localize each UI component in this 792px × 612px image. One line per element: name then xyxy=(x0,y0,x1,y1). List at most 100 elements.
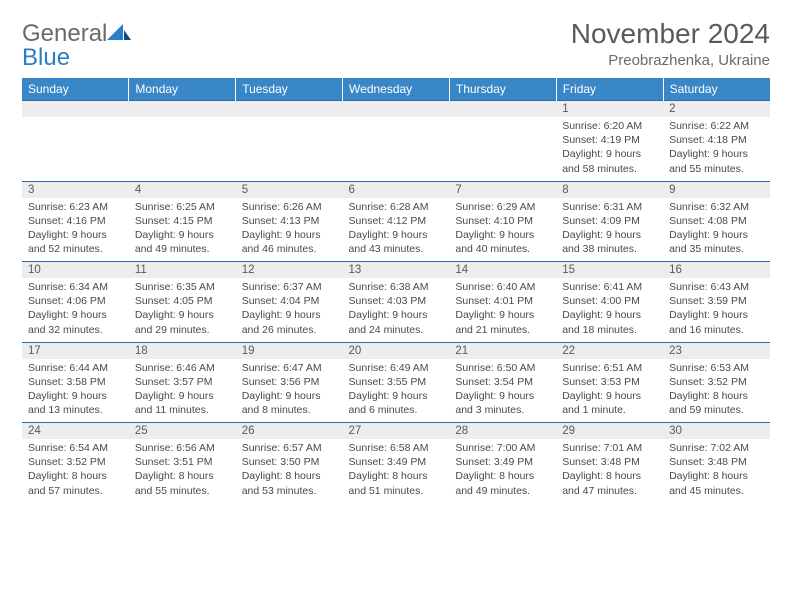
day-line: Daylight: 8 hours and 59 minutes. xyxy=(669,389,764,417)
day-number-cell: 26 xyxy=(236,423,343,440)
day-line: Sunrise: 6:40 AM xyxy=(455,280,550,294)
day-line: Sunrise: 6:57 AM xyxy=(242,441,337,455)
day-number-cell: 11 xyxy=(129,262,236,279)
daynum-row: 24252627282930 xyxy=(22,423,770,440)
day-number-cell xyxy=(236,101,343,118)
day-line: Sunset: 4:19 PM xyxy=(562,133,657,147)
day-number-cell: 18 xyxy=(129,342,236,359)
day-number-cell: 16 xyxy=(663,262,770,279)
day-line: Sunset: 3:55 PM xyxy=(349,375,444,389)
day-line: Sunrise: 6:29 AM xyxy=(455,200,550,214)
day-line: Sunrise: 6:54 AM xyxy=(28,441,123,455)
day-content-cell xyxy=(22,117,129,181)
day-number-cell: 29 xyxy=(556,423,663,440)
weekday-header-cell: Sunday xyxy=(22,78,129,101)
day-number-cell: 19 xyxy=(236,342,343,359)
daynum-row: 17181920212223 xyxy=(22,342,770,359)
daynum-row: 3456789 xyxy=(22,181,770,198)
day-line: Sunset: 4:08 PM xyxy=(669,214,764,228)
day-line: Daylight: 9 hours and 18 minutes. xyxy=(562,308,657,336)
weekday-header-cell: Thursday xyxy=(449,78,556,101)
location: Preobrazhenka, Ukraine xyxy=(571,52,770,69)
day-line: Sunrise: 6:22 AM xyxy=(669,119,764,133)
day-line: Sunrise: 7:01 AM xyxy=(562,441,657,455)
day-line: Sunrise: 6:46 AM xyxy=(135,361,230,375)
day-number-cell: 30 xyxy=(663,423,770,440)
day-line: Daylight: 8 hours and 53 minutes. xyxy=(242,469,337,497)
brand-logo: General Blue xyxy=(22,18,131,70)
day-number-cell: 25 xyxy=(129,423,236,440)
day-content-cell: Sunrise: 6:44 AMSunset: 3:58 PMDaylight:… xyxy=(22,359,129,423)
day-content-cell: Sunrise: 6:29 AMSunset: 4:10 PMDaylight:… xyxy=(449,198,556,262)
day-content-cell: Sunrise: 6:28 AMSunset: 4:12 PMDaylight:… xyxy=(343,198,450,262)
day-line: Sunrise: 6:56 AM xyxy=(135,441,230,455)
day-content-cell: Sunrise: 6:40 AMSunset: 4:01 PMDaylight:… xyxy=(449,278,556,342)
day-line: Daylight: 9 hours and 40 minutes. xyxy=(455,228,550,256)
day-line: Sunset: 4:00 PM xyxy=(562,294,657,308)
day-content-cell: Sunrise: 6:25 AMSunset: 4:15 PMDaylight:… xyxy=(129,198,236,262)
day-line: Sunrise: 6:58 AM xyxy=(349,441,444,455)
weekday-header-cell: Saturday xyxy=(663,78,770,101)
day-line: Daylight: 9 hours and 13 minutes. xyxy=(28,389,123,417)
day-line: Daylight: 9 hours and 38 minutes. xyxy=(562,228,657,256)
day-content-cell: Sunrise: 6:26 AMSunset: 4:13 PMDaylight:… xyxy=(236,198,343,262)
day-content-cell: Sunrise: 6:46 AMSunset: 3:57 PMDaylight:… xyxy=(129,359,236,423)
title-block: November 2024 Preobrazhenka, Ukraine xyxy=(571,18,770,69)
day-line: Sunrise: 6:53 AM xyxy=(669,361,764,375)
day-number-cell: 27 xyxy=(343,423,450,440)
month-title: November 2024 xyxy=(571,18,770,50)
day-line: Daylight: 9 hours and 58 minutes. xyxy=(562,147,657,175)
day-line: Daylight: 9 hours and 26 minutes. xyxy=(242,308,337,336)
day-line: Sunrise: 6:41 AM xyxy=(562,280,657,294)
day-content-cell xyxy=(343,117,450,181)
day-line: Sunset: 4:06 PM xyxy=(28,294,123,308)
day-number-cell: 28 xyxy=(449,423,556,440)
day-line: Sunset: 3:51 PM xyxy=(135,455,230,469)
day-line: Daylight: 9 hours and 46 minutes. xyxy=(242,228,337,256)
day-line: Sunset: 3:48 PM xyxy=(562,455,657,469)
day-content-cell: Sunrise: 6:51 AMSunset: 3:53 PMDaylight:… xyxy=(556,359,663,423)
weekday-header-cell: Tuesday xyxy=(236,78,343,101)
content-row: Sunrise: 6:54 AMSunset: 3:52 PMDaylight:… xyxy=(22,439,770,503)
day-content-cell: Sunrise: 6:37 AMSunset: 4:04 PMDaylight:… xyxy=(236,278,343,342)
day-content-cell: Sunrise: 6:22 AMSunset: 4:18 PMDaylight:… xyxy=(663,117,770,181)
day-line: Sunrise: 6:25 AM xyxy=(135,200,230,214)
day-number-cell xyxy=(129,101,236,118)
day-content-cell: Sunrise: 6:38 AMSunset: 4:03 PMDaylight:… xyxy=(343,278,450,342)
daynum-row: 12 xyxy=(22,101,770,118)
day-content-cell: Sunrise: 6:31 AMSunset: 4:09 PMDaylight:… xyxy=(556,198,663,262)
day-number-cell: 21 xyxy=(449,342,556,359)
day-line: Daylight: 9 hours and 35 minutes. xyxy=(669,228,764,256)
day-line: Sunset: 4:03 PM xyxy=(349,294,444,308)
day-content-cell: Sunrise: 6:49 AMSunset: 3:55 PMDaylight:… xyxy=(343,359,450,423)
day-line: Daylight: 9 hours and 52 minutes. xyxy=(28,228,123,256)
day-line: Sunset: 4:13 PM xyxy=(242,214,337,228)
day-line: Daylight: 8 hours and 47 minutes. xyxy=(562,469,657,497)
calendar-table: SundayMondayTuesdayWednesdayThursdayFrid… xyxy=(22,78,770,503)
day-number-cell: 3 xyxy=(22,181,129,198)
day-number-cell: 13 xyxy=(343,262,450,279)
day-line: Sunset: 4:04 PM xyxy=(242,294,337,308)
day-line: Sunset: 4:15 PM xyxy=(135,214,230,228)
brand-word1: General xyxy=(22,20,107,47)
brand-word2: Blue xyxy=(22,44,70,71)
day-line: Sunset: 4:10 PM xyxy=(455,214,550,228)
day-content-cell: Sunrise: 6:32 AMSunset: 4:08 PMDaylight:… xyxy=(663,198,770,262)
day-line: Sunset: 3:49 PM xyxy=(455,455,550,469)
day-line: Sunset: 3:57 PM xyxy=(135,375,230,389)
content-row: Sunrise: 6:34 AMSunset: 4:06 PMDaylight:… xyxy=(22,278,770,342)
weekday-header-cell: Wednesday xyxy=(343,78,450,101)
day-content-cell: Sunrise: 6:34 AMSunset: 4:06 PMDaylight:… xyxy=(22,278,129,342)
day-number-cell xyxy=(22,101,129,118)
day-line: Sunset: 3:56 PM xyxy=(242,375,337,389)
day-line: Daylight: 8 hours and 45 minutes. xyxy=(669,469,764,497)
content-row: Sunrise: 6:23 AMSunset: 4:16 PMDaylight:… xyxy=(22,198,770,262)
day-line: Sunrise: 6:38 AM xyxy=(349,280,444,294)
day-line: Sunset: 3:58 PM xyxy=(28,375,123,389)
day-line: Sunrise: 6:23 AM xyxy=(28,200,123,214)
day-line: Sunrise: 6:51 AM xyxy=(562,361,657,375)
day-content-cell: Sunrise: 7:01 AMSunset: 3:48 PMDaylight:… xyxy=(556,439,663,503)
day-number-cell: 8 xyxy=(556,181,663,198)
day-content-cell: Sunrise: 6:57 AMSunset: 3:50 PMDaylight:… xyxy=(236,439,343,503)
day-line: Daylight: 9 hours and 16 minutes. xyxy=(669,308,764,336)
